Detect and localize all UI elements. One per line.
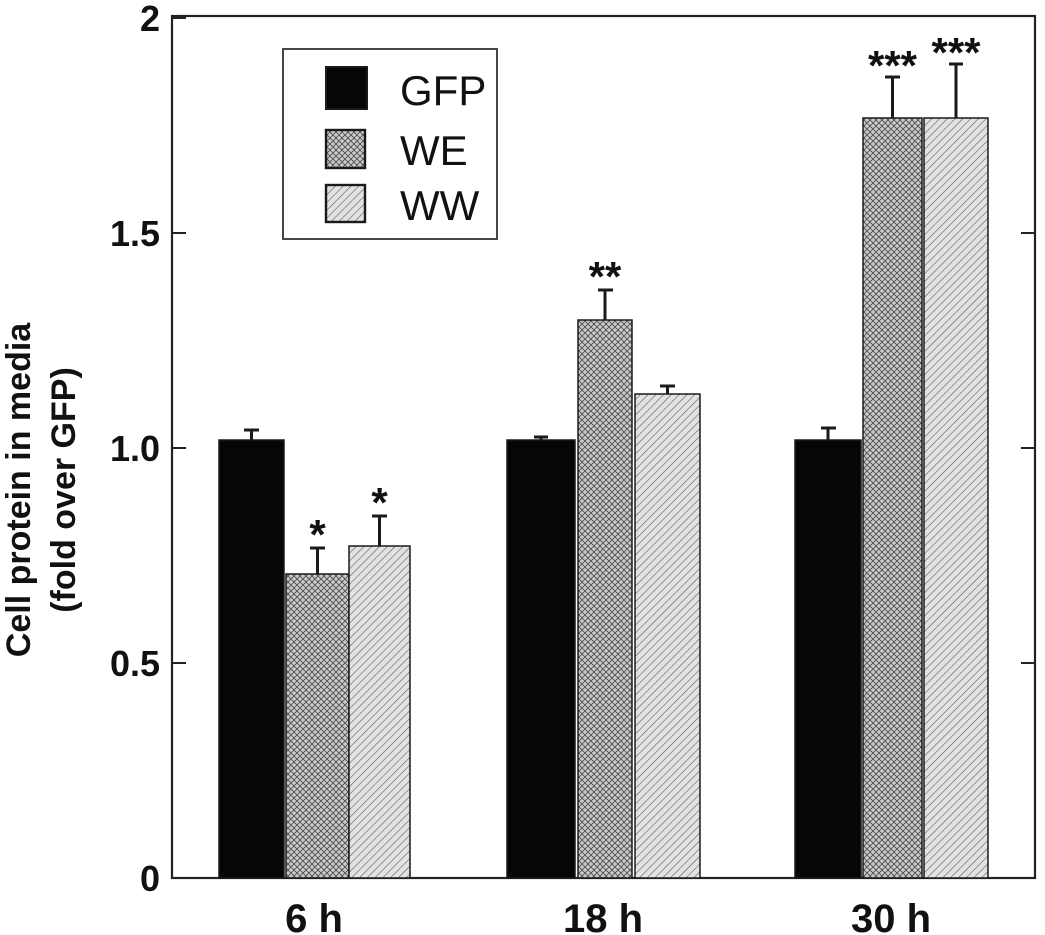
svg-text:6 h: 6 h [285,897,343,935]
svg-text:*: * [371,479,388,526]
svg-text:***: *** [931,29,981,76]
svg-text:1.5: 1.5 [110,213,160,254]
svg-text:(fold over GFP): (fold over GFP) [45,367,83,613]
svg-text:0.5: 0.5 [110,643,160,684]
svg-text:***: *** [868,42,918,89]
svg-text:1.0: 1.0 [110,428,160,469]
svg-text:WE: WE [400,127,468,174]
svg-text:WW: WW [400,182,480,229]
svg-text:**: ** [589,253,622,300]
svg-text:Cell protein in media: Cell protein in media [0,322,38,657]
svg-text:18 h: 18 h [563,897,643,935]
svg-text:2: 2 [140,0,160,39]
svg-text:*: * [309,511,326,558]
svg-text:0: 0 [140,858,160,899]
svg-text:GFP: GFP [400,67,486,114]
svg-text:30 h: 30 h [851,897,931,935]
